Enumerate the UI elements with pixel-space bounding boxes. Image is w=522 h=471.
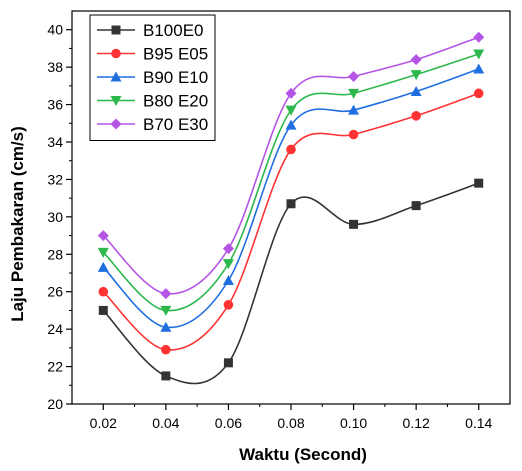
legend-label: B95 E05	[143, 45, 208, 64]
data-point	[161, 371, 171, 381]
data-point	[222, 243, 234, 255]
axes-layer: 0.02 0.04 0.06 0.08 0.10 0.12 0.14 20 22 24 26 28 30…	[47, 10, 511, 431]
data-point	[473, 63, 485, 74]
data-point	[348, 129, 359, 140]
data-point	[161, 344, 171, 355]
data-point	[285, 119, 297, 130]
legend-marker	[110, 96, 122, 106]
data-point	[411, 201, 421, 211]
legend-marker	[111, 48, 121, 59]
y-tick-label: 22	[47, 359, 63, 375]
series-line	[102, 182, 479, 385]
y-tick-label: 40	[47, 22, 63, 38]
y-tick-label: 34	[47, 134, 63, 150]
data-point	[410, 54, 422, 66]
y-tick-label: 32	[47, 171, 63, 187]
data-point	[160, 288, 172, 300]
y-axis-title: Laju Pembakaran (cm/s)	[8, 126, 27, 322]
legend-label: B70 E30	[143, 115, 208, 134]
x-tick-label: 0.12	[403, 415, 430, 431]
data-point	[97, 247, 109, 258]
x-tick-label: 0.10	[340, 415, 367, 431]
data-point	[348, 71, 360, 82]
data-point	[473, 88, 484, 99]
data-point	[410, 70, 422, 81]
y-tick-label: 28	[47, 246, 63, 262]
legend-label: B80 E20	[143, 92, 208, 111]
legend-marker	[110, 118, 122, 130]
data-point	[222, 259, 234, 270]
series-4	[97, 49, 485, 316]
x-axis-title: Waktu (Second)	[239, 445, 367, 464]
series-layer	[97, 31, 485, 385]
x-tick-label: 0.04	[152, 415, 179, 431]
data-point	[97, 261, 109, 272]
data-point	[160, 305, 172, 316]
series-1	[98, 178, 484, 385]
legend-label: B100E0	[143, 21, 204, 40]
data-point	[286, 144, 296, 155]
data-point	[349, 219, 359, 229]
y-tick-label: 20	[47, 396, 63, 412]
y-tick-label: 30	[47, 209, 63, 225]
x-tick-label: 0.06	[215, 415, 242, 431]
data-point	[97, 230, 109, 242]
y-tick-label: 36	[47, 97, 63, 113]
x-tick-label: 0.02	[90, 415, 117, 431]
data-point	[223, 358, 233, 368]
data-point	[473, 49, 485, 60]
legend-label: B90 E10	[143, 68, 208, 87]
legend-item: B90 E10	[97, 68, 208, 87]
data-point	[98, 286, 109, 297]
x-tick-label: 0.08	[277, 415, 304, 431]
x-tick-label: 0.14	[465, 415, 492, 431]
legend: B100E0 B95 E05 B90 E10 B80 E20 B70 E30	[89, 14, 216, 141]
data-point	[285, 105, 297, 116]
legend-item: B70 E30	[97, 115, 208, 134]
series-5	[97, 31, 485, 300]
legend-item: B80 E20	[97, 92, 208, 111]
data-point	[411, 111, 421, 121]
data-point	[410, 85, 422, 96]
data-point	[160, 321, 172, 332]
data-point	[98, 305, 108, 315]
series-3	[97, 63, 485, 332]
data-point	[473, 31, 485, 43]
data-point	[286, 199, 296, 209]
data-point	[285, 87, 297, 99]
data-point	[348, 88, 360, 99]
data-point	[223, 300, 234, 310]
legend-marker	[110, 71, 122, 82]
y-tick-label: 26	[47, 284, 63, 300]
y-tick-label: 38	[47, 59, 63, 75]
data-point	[348, 104, 360, 115]
y-tick-label: 24	[47, 321, 63, 337]
series-2	[98, 88, 484, 355]
legend-item: B95 E05	[97, 45, 208, 64]
legend-marker	[111, 25, 121, 35]
data-point	[474, 178, 484, 188]
legend-item: B100E0	[97, 21, 204, 40]
data-point	[222, 274, 234, 285]
